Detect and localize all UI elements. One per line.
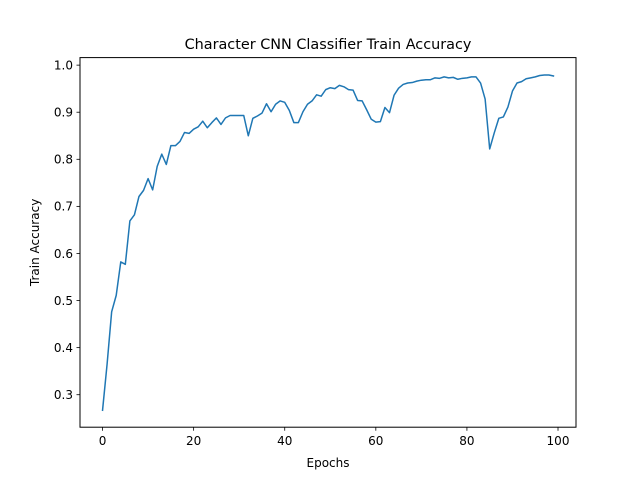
axes-frame: [79, 57, 577, 428]
x-tick-label: 100: [547, 434, 570, 448]
x-tick-label: 20: [186, 434, 201, 448]
y-axis-label: Train Accuracy: [28, 199, 42, 287]
y-tick-label: 0.9: [54, 106, 73, 120]
y-axis: 0.3 0.4 0.5 0.6 0.7 0.8 0.9 1.0: [54, 58, 80, 402]
y-tick-label: 0.5: [54, 294, 73, 308]
x-tick-label: 0: [99, 434, 107, 448]
x-axis-label: Epochs: [307, 456, 350, 470]
chart-title: Character CNN Classifier Train Accuracy: [185, 37, 472, 53]
y-tick-label: 0.8: [54, 153, 73, 167]
y-tick-label: 0.6: [54, 247, 73, 261]
y-tick-label: 1.0: [54, 58, 73, 72]
x-tick-label: 80: [459, 434, 474, 448]
y-tick-label: 0.3: [54, 388, 73, 402]
x-axis: 0 20 40 60 80 100: [99, 427, 570, 448]
y-tick-label: 0.4: [54, 341, 73, 355]
series-line-0: [101, 74, 555, 412]
plot-layer: [101, 74, 555, 412]
x-tick-label: 60: [368, 434, 383, 448]
y-tick-label: 0.7: [54, 200, 73, 214]
x-tick-label: 40: [277, 434, 292, 448]
